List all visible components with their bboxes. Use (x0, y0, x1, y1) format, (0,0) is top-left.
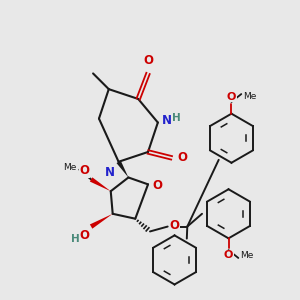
Text: O: O (79, 164, 89, 178)
Text: O: O (143, 54, 153, 67)
Text: H: H (172, 112, 179, 123)
Text: O: O (224, 250, 233, 260)
Text: O: O (143, 54, 153, 67)
Text: Me: Me (63, 163, 76, 172)
Text: N: N (105, 166, 115, 179)
Text: O: O (169, 219, 180, 232)
Text: O: O (152, 179, 162, 192)
Text: O: O (227, 92, 236, 102)
Polygon shape (116, 160, 128, 178)
Text: H: H (70, 234, 79, 244)
Text: H: H (172, 112, 180, 123)
Text: O: O (79, 164, 89, 178)
Text: O: O (178, 152, 188, 164)
Text: O: O (178, 152, 188, 164)
Text: O: O (79, 229, 89, 242)
Text: N: N (162, 114, 172, 127)
Text: O: O (227, 92, 236, 102)
Text: O: O (79, 229, 89, 242)
Text: N: N (105, 166, 115, 179)
Text: O: O (224, 250, 233, 260)
Polygon shape (90, 177, 111, 191)
Text: O: O (169, 219, 180, 232)
Text: Me: Me (243, 92, 256, 101)
Polygon shape (90, 214, 113, 229)
Text: H: H (72, 234, 79, 244)
Text: O: O (152, 179, 162, 192)
Text: Me: Me (240, 251, 254, 260)
Text: N: N (162, 114, 172, 127)
